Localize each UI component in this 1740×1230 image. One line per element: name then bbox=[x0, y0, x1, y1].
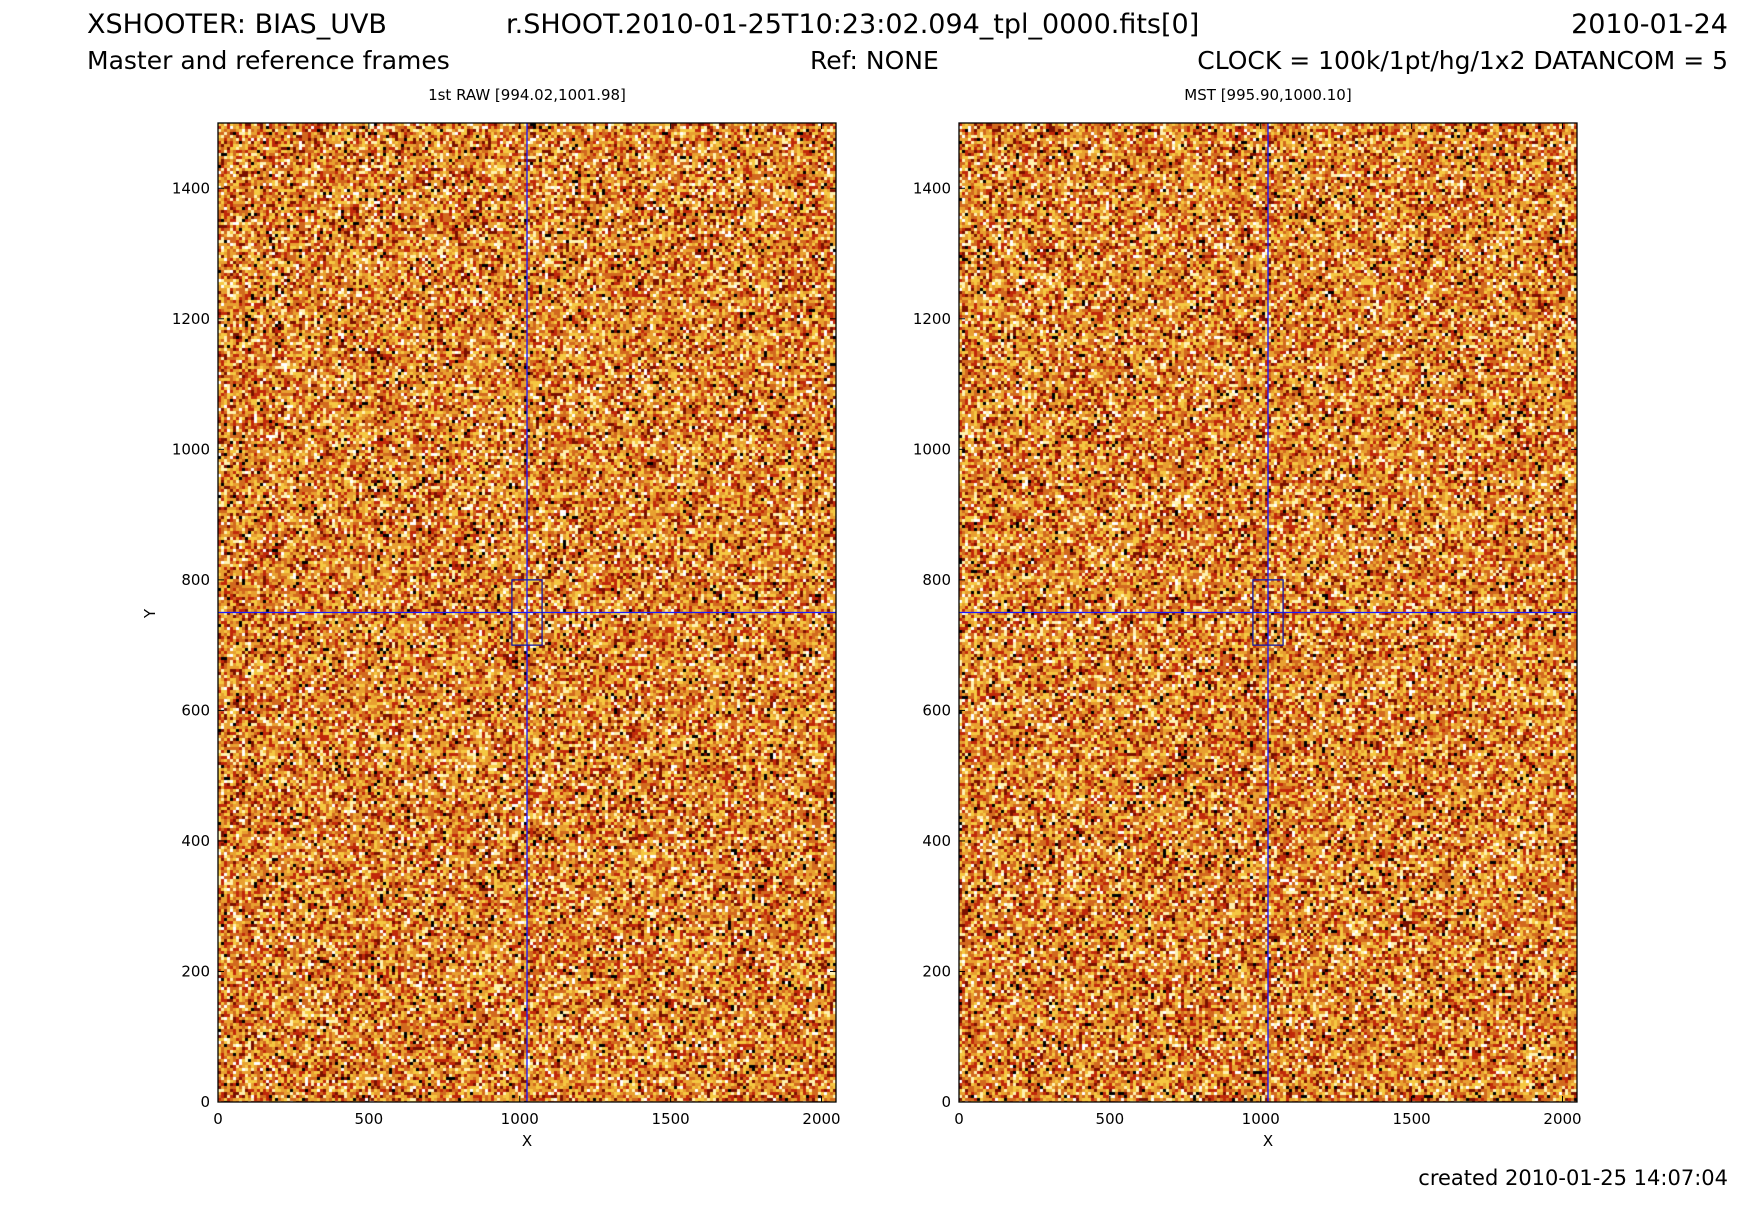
statistics-box bbox=[1252, 579, 1284, 646]
x-tick-label: 500 bbox=[355, 1110, 384, 1128]
y-tick-label: 800 bbox=[922, 571, 951, 589]
x-tick-label: 1000 bbox=[501, 1110, 539, 1128]
reference-label: Ref: NONE bbox=[810, 46, 939, 75]
image-panel-1: 1st RAW [994.02,1001.98]0 500 1000 1500 2000… bbox=[141, 86, 841, 1150]
report-title: XSHOOTER: BIAS_UVB bbox=[87, 9, 387, 40]
created-timestamp: created 2010-01-25 14:07:04 bbox=[1418, 1166, 1728, 1190]
x-tick-label: 0 bbox=[213, 1110, 223, 1128]
x-tick-label: 500 bbox=[1096, 1110, 1125, 1128]
y-tick-label: 0 bbox=[200, 1093, 210, 1111]
y-axis-label: Y bbox=[141, 608, 159, 619]
y-tick-label: 400 bbox=[922, 832, 951, 850]
y-tick-label: 800 bbox=[181, 571, 210, 589]
y-tick-label: 0 bbox=[941, 1093, 951, 1111]
observation-date: 2010-01-24 bbox=[1571, 9, 1728, 40]
y-tick-label: 1000 bbox=[913, 440, 951, 458]
x-tick-label: 2000 bbox=[1543, 1110, 1581, 1128]
y-tick-label: 1400 bbox=[913, 179, 951, 197]
y-tick-label: 1000 bbox=[172, 440, 210, 458]
panel-title: MST [995.90,1000.10] bbox=[1184, 86, 1351, 104]
x-tick-label: 1500 bbox=[1393, 1110, 1431, 1128]
y-tick-label: 600 bbox=[922, 701, 951, 719]
statistics-box bbox=[511, 579, 543, 646]
y-tick-label: 1200 bbox=[913, 310, 951, 328]
clock-info: CLOCK = 100k/1pt/hg/1x2 DATANCOM = 5 bbox=[1197, 46, 1728, 75]
x-tick-label: 1000 bbox=[1242, 1110, 1280, 1128]
y-tick-label: 400 bbox=[181, 832, 210, 850]
plot-frame bbox=[958, 122, 1578, 1103]
x-tick-label: 2000 bbox=[802, 1110, 840, 1128]
y-tick-label: 200 bbox=[922, 962, 951, 980]
file-name: r.SHOOT.2010-01-25T10:23:02.094_tpl_0000… bbox=[506, 9, 1200, 40]
y-tick-label: 1400 bbox=[172, 179, 210, 197]
x-axis-label: X bbox=[1263, 1132, 1273, 1150]
y-tick-label: 600 bbox=[181, 701, 210, 719]
report-subtitle: Master and reference frames bbox=[87, 46, 450, 75]
y-tick-label: 1200 bbox=[172, 310, 210, 328]
x-axis-label: X bbox=[522, 1132, 532, 1150]
panel-title: 1st RAW [994.02,1001.98] bbox=[428, 86, 626, 104]
y-tick-label: 200 bbox=[181, 962, 210, 980]
x-tick-label: 1500 bbox=[652, 1110, 690, 1128]
image-panel-2: MST [995.90,1000.10] 0 500 1000 1500 2000 0 200… bbox=[913, 86, 1582, 1150]
x-tick-label: 0 bbox=[954, 1110, 964, 1128]
plot-frame bbox=[217, 122, 837, 1103]
